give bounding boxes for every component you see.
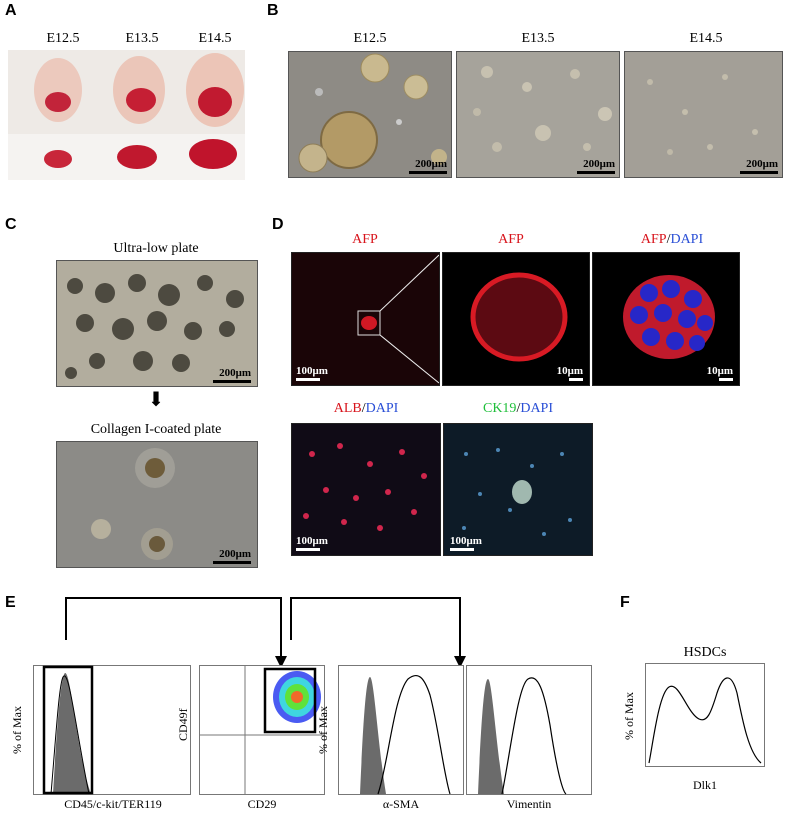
- d-afp-lowmag: 100μm: [291, 252, 440, 386]
- panel-a-stage-2: E13.5: [125, 31, 159, 46]
- d-afp-highmag: 10μm: [442, 252, 590, 386]
- c-micrograph-collagen: 200μm: [56, 441, 258, 568]
- d-alb-text: ALB: [333, 401, 362, 416]
- panel-d-label: D: [272, 216, 284, 233]
- e-scatter-cd29-cd49f: [199, 665, 325, 795]
- b-scale-label-2: 200μm: [583, 158, 615, 170]
- panel-e-label: E: [5, 594, 16, 611]
- c-micrograph-ultralow: 200μm: [56, 260, 258, 387]
- d-scale-label-4: 100μm: [296, 535, 328, 547]
- f-ylabel: % of Max: [622, 692, 636, 740]
- d-afp-label-2: AFP: [498, 232, 524, 247]
- embryo-photo: [8, 50, 245, 180]
- embryo-illustration: [8, 50, 245, 180]
- d-slash-2: /: [361, 401, 366, 416]
- b-scale-label-1: 200μm: [415, 158, 447, 170]
- e-histogram-cd45: [33, 665, 191, 795]
- e-ylabel-3: % of Max: [316, 706, 330, 754]
- d-dapi-text-2: DAPI: [365, 401, 399, 416]
- b-scale-bar-1: 200μm: [397, 158, 447, 174]
- f-xlabel: Dlk1: [693, 778, 717, 792]
- panel-a-stage-3: E14.5: [198, 31, 232, 46]
- b-micrograph-e13-5: 200μm: [456, 51, 620, 178]
- e-gating-arrows: [65, 597, 466, 668]
- d-scale-label-2: 10μm: [556, 365, 583, 377]
- d-afp-label-1: AFP: [352, 232, 378, 247]
- d-alb-dapi-label: ALB/DAPI: [316, 401, 416, 417]
- e-histogram-asma: [338, 665, 464, 795]
- d-scale-bar-2: 10μm: [543, 365, 583, 381]
- c-scale-bar-2: 200μm: [201, 548, 251, 564]
- c-title-bottom: Collagen I-coated plate: [90, 422, 222, 437]
- panel-c-label: C: [5, 216, 17, 233]
- panel-a-stage-1: E12.5: [46, 31, 80, 46]
- panel-b-stage-1: E12.5: [353, 31, 387, 46]
- c-scale-bar-1: 200μm: [201, 367, 251, 383]
- e-xlabel-1: CD45/c-kit/TER119: [64, 797, 162, 811]
- d-scale-bar-4: 100μm: [296, 535, 336, 551]
- d-scale-bar-1: 100μm: [296, 365, 336, 381]
- d-scale-label-3: 10μm: [706, 365, 733, 377]
- d-scale-label-1: 100μm: [296, 365, 328, 377]
- panel-a-label: A: [5, 2, 17, 19]
- d-afp-text: AFP: [640, 232, 667, 247]
- d-slash-1: /: [666, 232, 671, 247]
- b-micrograph-e12-5: 200μm: [288, 51, 452, 178]
- b-scale-label-3: 200μm: [746, 158, 778, 170]
- d-scale-bar-3: 10μm: [693, 365, 733, 381]
- d-dapi-text-1: DAPI: [670, 232, 704, 247]
- b-scale-bar-2: 200μm: [565, 158, 615, 174]
- c-title-top: Ultra-low plate: [113, 241, 199, 256]
- panel-b-stage-3: E14.5: [689, 31, 723, 46]
- b-micrograph-e14-5: 200μm: [624, 51, 783, 178]
- d-scale-label-5: 100μm: [450, 535, 482, 547]
- d-ck19-text: CK19: [482, 401, 517, 416]
- f-title: HSDCs: [683, 645, 727, 660]
- d-alb-dapi-image: 100μm: [291, 423, 441, 556]
- d-ck19-dapi-image: 100μm: [443, 423, 593, 556]
- d-ck19-dapi-label: CK19/DAPI: [458, 401, 578, 417]
- e-ylabel-2: CD49f: [176, 708, 190, 741]
- d-dapi-text-3: DAPI: [520, 401, 553, 416]
- b-scale-bar-3: 200μm: [728, 158, 778, 174]
- c-arrow-icon: ⬇: [147, 389, 165, 411]
- e-xlabel-2: CD29: [247, 797, 277, 811]
- panel-b-stage-2: E13.5: [521, 31, 555, 46]
- f-histogram-dlk1: [645, 663, 765, 767]
- e-histogram-vimentin: [466, 665, 592, 795]
- c-scale-label-1: 200μm: [219, 367, 251, 379]
- d-afp-dapi-highmag: 10μm: [592, 252, 740, 386]
- d-afp-dapi-label: AFP/DAPI: [622, 232, 722, 248]
- e-ylabel-1: % of Max: [10, 706, 24, 754]
- d-scale-bar-5: 100μm: [450, 535, 490, 551]
- e-xlabel-3: α-SMA: [382, 797, 420, 811]
- d-slash-3: /: [516, 401, 521, 416]
- e-xlabel-4: Vimentin: [506, 797, 552, 811]
- panel-b-label: B: [267, 2, 279, 19]
- c-scale-label-2: 200μm: [219, 548, 251, 560]
- panel-f-label: F: [620, 594, 630, 611]
